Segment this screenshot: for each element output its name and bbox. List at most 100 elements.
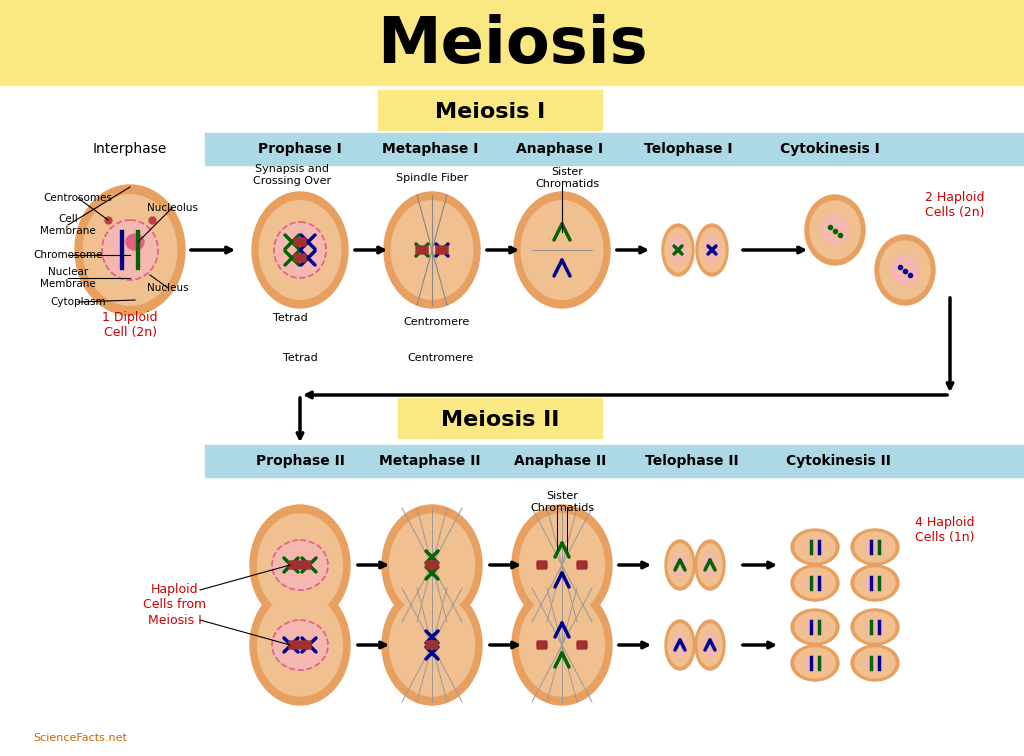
Ellipse shape — [670, 236, 686, 264]
Ellipse shape — [851, 529, 899, 565]
Text: Sister
Chromatids: Sister Chromatids — [535, 167, 599, 189]
Text: Cell
Membrane: Cell Membrane — [40, 214, 96, 236]
FancyBboxPatch shape — [289, 641, 311, 649]
FancyBboxPatch shape — [416, 246, 428, 254]
Ellipse shape — [250, 585, 350, 705]
Ellipse shape — [855, 612, 895, 642]
Ellipse shape — [703, 633, 717, 657]
Ellipse shape — [851, 609, 899, 645]
Ellipse shape — [514, 192, 610, 308]
FancyBboxPatch shape — [436, 246, 449, 254]
Ellipse shape — [521, 200, 603, 299]
Ellipse shape — [252, 192, 348, 308]
Text: Cytoplasm: Cytoplasm — [50, 297, 105, 307]
Ellipse shape — [805, 575, 825, 591]
FancyBboxPatch shape — [577, 641, 587, 649]
Text: Meiosis: Meiosis — [377, 14, 647, 76]
Ellipse shape — [389, 594, 474, 696]
Ellipse shape — [865, 655, 885, 671]
Ellipse shape — [805, 539, 825, 555]
Ellipse shape — [512, 585, 612, 705]
Text: Centromere: Centromere — [403, 317, 470, 327]
Text: Interphase: Interphase — [93, 142, 167, 156]
FancyBboxPatch shape — [289, 561, 311, 569]
Ellipse shape — [698, 624, 722, 666]
Text: 2 Haploid
Cells (2n): 2 Haploid Cells (2n) — [925, 191, 984, 219]
FancyBboxPatch shape — [378, 90, 602, 130]
Ellipse shape — [851, 645, 899, 681]
Ellipse shape — [384, 192, 480, 308]
Text: 1 Diploid
Cell (2n): 1 Diploid Cell (2n) — [102, 311, 158, 339]
FancyBboxPatch shape — [537, 561, 547, 569]
Ellipse shape — [696, 224, 728, 276]
Ellipse shape — [665, 228, 691, 272]
Text: Spindle Fiber: Spindle Fiber — [396, 173, 468, 183]
Text: Meiosis I: Meiosis I — [435, 102, 545, 122]
Ellipse shape — [705, 236, 720, 264]
Text: Centromere: Centromere — [407, 353, 473, 363]
Ellipse shape — [855, 532, 895, 562]
Ellipse shape — [673, 633, 687, 657]
Ellipse shape — [389, 514, 474, 616]
FancyBboxPatch shape — [426, 641, 438, 649]
Text: Sister
Chromatids: Sister Chromatids — [530, 491, 594, 513]
Ellipse shape — [851, 565, 899, 601]
Ellipse shape — [703, 553, 717, 577]
Ellipse shape — [126, 234, 144, 250]
Text: Metaphase I: Metaphase I — [382, 142, 478, 156]
Text: Prophase I: Prophase I — [258, 142, 342, 156]
Ellipse shape — [257, 514, 342, 616]
Ellipse shape — [391, 200, 473, 299]
FancyBboxPatch shape — [426, 561, 438, 569]
Bar — [0, 0, 1024, 85]
Ellipse shape — [673, 553, 687, 577]
Text: Haploid
Cells from
Meiosis I: Haploid Cells from Meiosis I — [143, 584, 207, 627]
FancyBboxPatch shape — [577, 561, 587, 569]
Ellipse shape — [519, 594, 604, 696]
FancyBboxPatch shape — [294, 238, 306, 246]
Bar — [205, 445, 1024, 477]
Ellipse shape — [805, 195, 865, 265]
FancyBboxPatch shape — [294, 254, 306, 262]
Ellipse shape — [795, 568, 835, 598]
Ellipse shape — [791, 645, 839, 681]
Ellipse shape — [791, 529, 839, 565]
Text: Meiosis II: Meiosis II — [440, 410, 559, 430]
Text: Cytokinesis I: Cytokinesis I — [780, 142, 880, 156]
Ellipse shape — [668, 624, 692, 666]
Ellipse shape — [805, 655, 825, 671]
Ellipse shape — [83, 195, 177, 305]
Text: Telophase I: Telophase I — [644, 142, 732, 156]
Ellipse shape — [698, 544, 722, 586]
Ellipse shape — [512, 505, 612, 625]
Ellipse shape — [695, 620, 725, 670]
Text: Synapsis and
Crossing Over: Synapsis and Crossing Over — [253, 164, 331, 186]
Text: Telophase II: Telophase II — [645, 454, 738, 468]
Text: Metaphase II: Metaphase II — [379, 454, 480, 468]
Ellipse shape — [272, 620, 328, 670]
Ellipse shape — [855, 648, 895, 678]
Ellipse shape — [250, 505, 350, 625]
Text: Prophase II: Prophase II — [256, 454, 344, 468]
Text: Chromosome: Chromosome — [34, 250, 102, 260]
Ellipse shape — [810, 201, 860, 259]
Ellipse shape — [102, 220, 158, 280]
Ellipse shape — [821, 215, 849, 245]
Ellipse shape — [874, 235, 935, 305]
Ellipse shape — [865, 575, 885, 591]
Ellipse shape — [695, 540, 725, 590]
FancyBboxPatch shape — [398, 398, 602, 438]
Ellipse shape — [855, 568, 895, 598]
Ellipse shape — [791, 565, 839, 601]
Ellipse shape — [865, 539, 885, 555]
Text: Anaphase I: Anaphase I — [516, 142, 603, 156]
Ellipse shape — [665, 540, 695, 590]
Ellipse shape — [891, 255, 919, 285]
Text: Anaphase II: Anaphase II — [514, 454, 606, 468]
Ellipse shape — [272, 540, 328, 590]
Ellipse shape — [382, 585, 482, 705]
Text: Centrosomes: Centrosomes — [44, 193, 113, 203]
Ellipse shape — [699, 228, 725, 272]
Text: Nucleus: Nucleus — [147, 283, 188, 293]
Text: Nucleolus: Nucleolus — [146, 203, 198, 213]
